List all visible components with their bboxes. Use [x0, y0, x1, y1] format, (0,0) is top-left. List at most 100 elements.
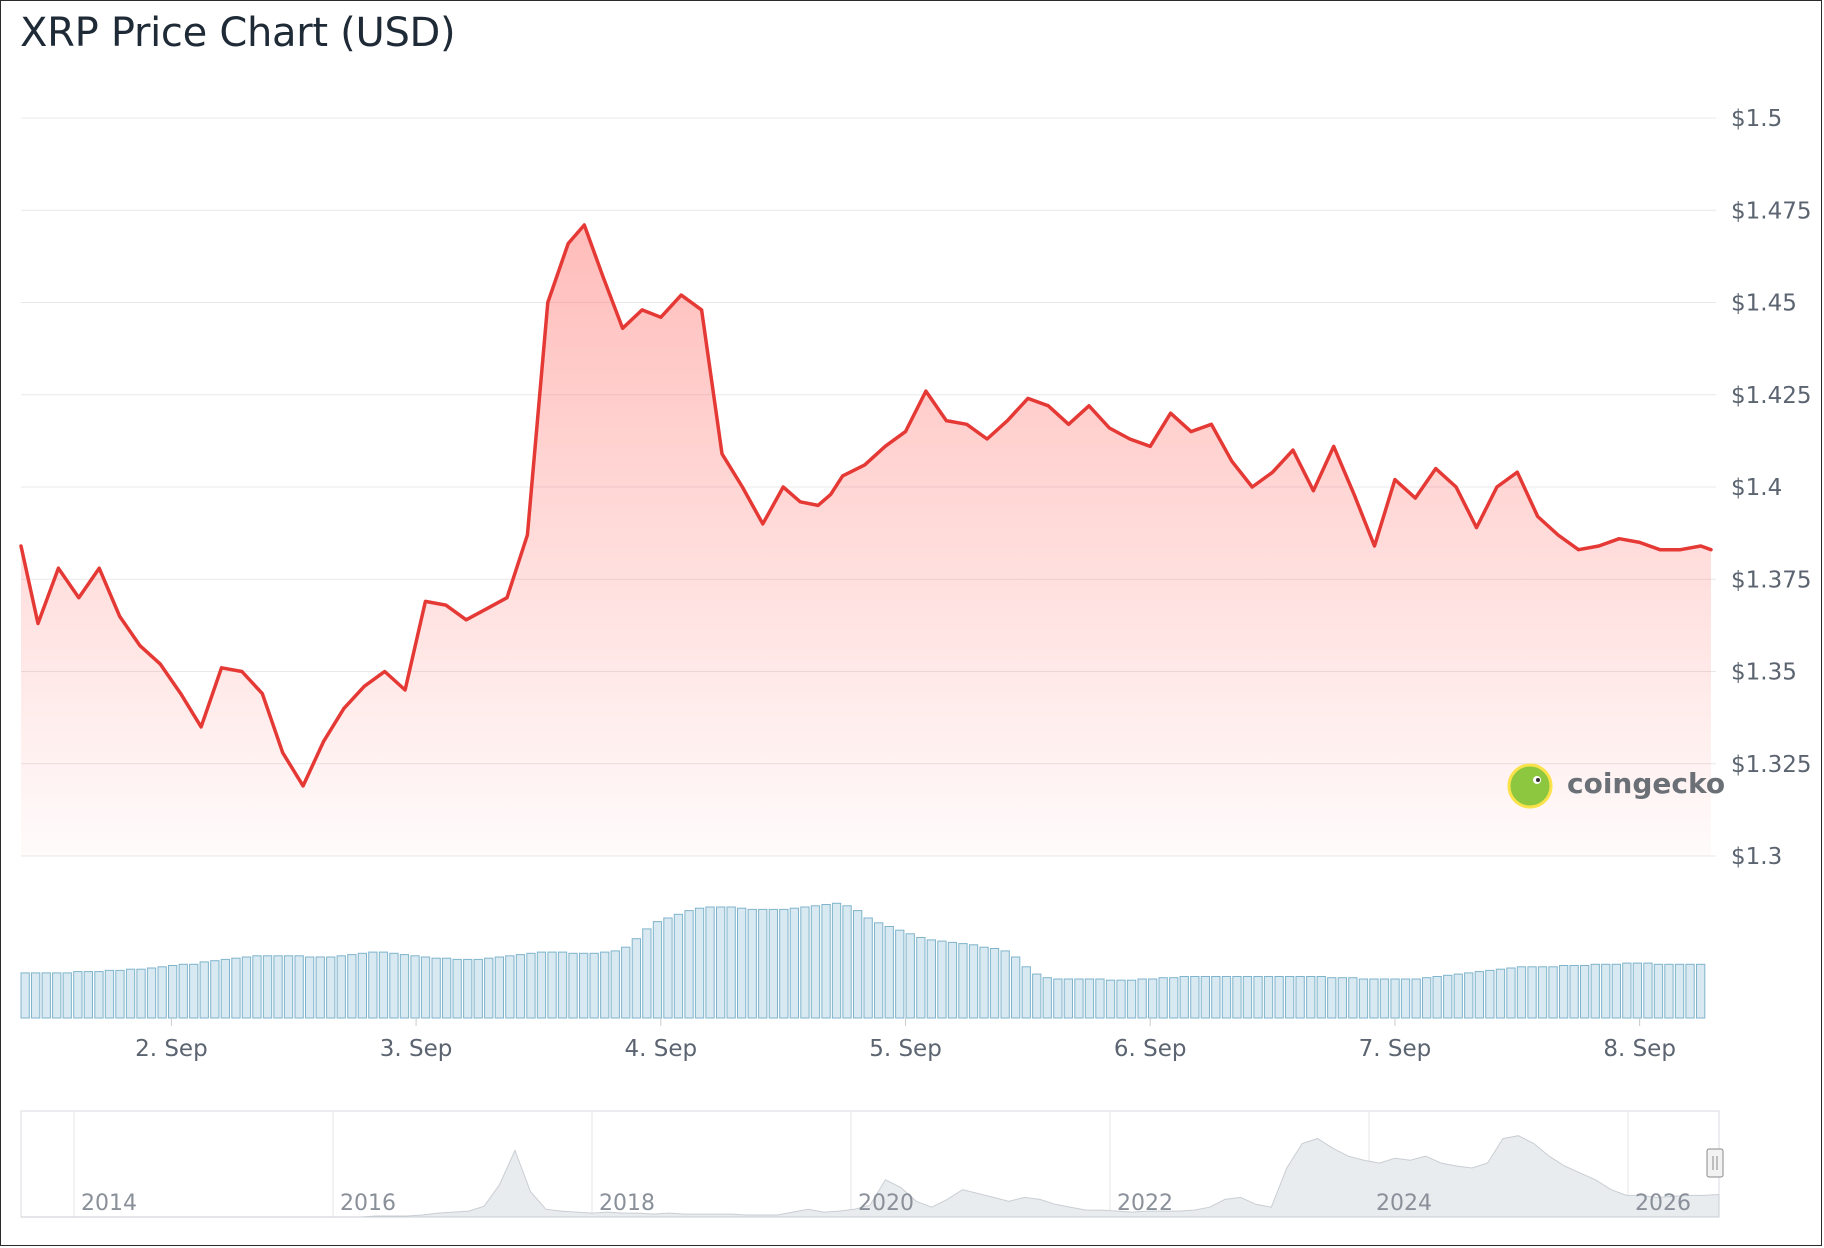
volume-bar: [104, 969, 115, 1019]
volume-bar: [1011, 956, 1021, 1019]
navigator-handle[interactable]: [1706, 1148, 1724, 1178]
volume-bar: [146, 967, 157, 1019]
volume-bar: [1580, 965, 1590, 1019]
volume-bar: [1464, 972, 1474, 1019]
volume-bar: [347, 954, 357, 1019]
volume-bar: [1632, 962, 1642, 1019]
volume-bar: [199, 961, 209, 1019]
volume-bar: [484, 957, 494, 1019]
x-tick-label: 8. Sep: [1603, 1036, 1676, 1062]
volume-bar: [1622, 962, 1632, 1019]
volume-bar: [252, 955, 262, 1019]
volume-bar: [1000, 950, 1010, 1019]
volume-bar: [463, 958, 473, 1019]
y-tick-label: $1.45: [1731, 291, 1797, 317]
volume-bar: [1390, 978, 1400, 1019]
volume-bar: [1400, 978, 1411, 1019]
volume-bar: [1411, 978, 1421, 1019]
volume-bar: [231, 957, 241, 1019]
volume-bar: [1211, 976, 1221, 1019]
volume-bar: [420, 956, 431, 1019]
volume-bar: [800, 906, 810, 1019]
volume-bar: [1495, 968, 1506, 1019]
volume-bar: [642, 928, 652, 1019]
volume-bar: [1653, 963, 1664, 1019]
volume-bar: [1548, 966, 1558, 1019]
volume-bar: [52, 972, 62, 1019]
volume-bar: [1453, 973, 1463, 1019]
navigator-year-label: 2026: [1635, 1191, 1691, 1216]
volume-bar: [389, 952, 399, 1019]
volume-bar: [357, 952, 368, 1019]
volume-bar: [1537, 966, 1548, 1019]
price-area-fill: [21, 225, 1711, 856]
volume-bar: [589, 952, 599, 1019]
volume-bar: [31, 972, 41, 1019]
volume-bar: [315, 956, 325, 1019]
volume-bar: [1137, 978, 1147, 1019]
volume-bar: [1590, 963, 1600, 1019]
volume-bar: [863, 917, 873, 1019]
volume-bar: [1253, 976, 1263, 1019]
gecko-logo-icon: [1509, 765, 1551, 807]
volume-bar: [210, 960, 220, 1019]
volume-bar: [73, 971, 83, 1019]
volume-bar: [737, 907, 747, 1019]
volume-bar: [926, 939, 937, 1019]
volume-bar: [536, 951, 547, 1019]
price-line[interactable]: [19, 223, 1713, 788]
volume-bar: [1674, 963, 1685, 1019]
volume-bar: [1696, 963, 1706, 1019]
volume-bar: [831, 902, 842, 1019]
volume-bar: [937, 940, 947, 1019]
volume-bar: [262, 955, 273, 1019]
volume-bar: [1148, 978, 1158, 1019]
volume-bar: [399, 954, 410, 1019]
volume-bar: [579, 952, 589, 1019]
y-tick-label: $1.425: [1731, 383, 1811, 409]
volume-bar: [452, 958, 462, 1019]
volume-bar: [1126, 979, 1137, 1019]
volume-bar: [62, 972, 72, 1019]
volume-bar: [410, 955, 420, 1019]
volume-bar: [1348, 977, 1358, 1019]
volume-bar: [895, 929, 905, 1019]
volume-bar: [1295, 976, 1305, 1019]
volume-bar: [294, 955, 304, 1019]
volume-bar: [916, 937, 926, 1019]
volume-bar: [1063, 978, 1073, 1019]
volume-bar: [1190, 976, 1200, 1019]
volume-bar: [189, 963, 199, 1019]
volume-bar: [157, 966, 167, 1019]
volume-bar: [336, 955, 346, 1019]
volume-bar: [1105, 979, 1116, 1019]
volume-bar: [505, 955, 515, 1019]
volume-bar: [1242, 976, 1253, 1019]
volume-bar: [20, 972, 30, 1019]
volume-bar: [747, 908, 757, 1019]
volume-bar: [968, 944, 979, 1019]
volume-bar: [83, 971, 93, 1019]
volume-bar: [283, 955, 294, 1019]
volume-bar: [220, 958, 230, 1019]
volume-bar: [168, 965, 178, 1019]
volume-bar: [115, 969, 125, 1019]
volume-bar: [874, 922, 884, 1019]
volume-bar: [94, 971, 104, 1019]
volume-bar: [1685, 963, 1695, 1019]
volume-bar: [842, 905, 852, 1019]
volume-bar: [768, 908, 779, 1019]
y-tick-label: $1.4: [1731, 475, 1782, 501]
x-tick-label: 7. Sep: [1359, 1036, 1432, 1062]
navigator-year-label: 2018: [599, 1191, 655, 1216]
volume-bar: [241, 956, 252, 1019]
range-navigator[interactable]: 2014 2016 2018 2020 2022 2024 2026: [20, 1110, 1724, 1218]
volume-bar: [1569, 965, 1579, 1019]
volume-bar: [716, 906, 726, 1019]
volume-bar: [1032, 973, 1042, 1019]
volume-bar: [758, 908, 768, 1019]
volume-bar: [1221, 976, 1232, 1019]
volume-bar: [610, 950, 620, 1019]
y-tick-label: $1.475: [1731, 198, 1811, 224]
